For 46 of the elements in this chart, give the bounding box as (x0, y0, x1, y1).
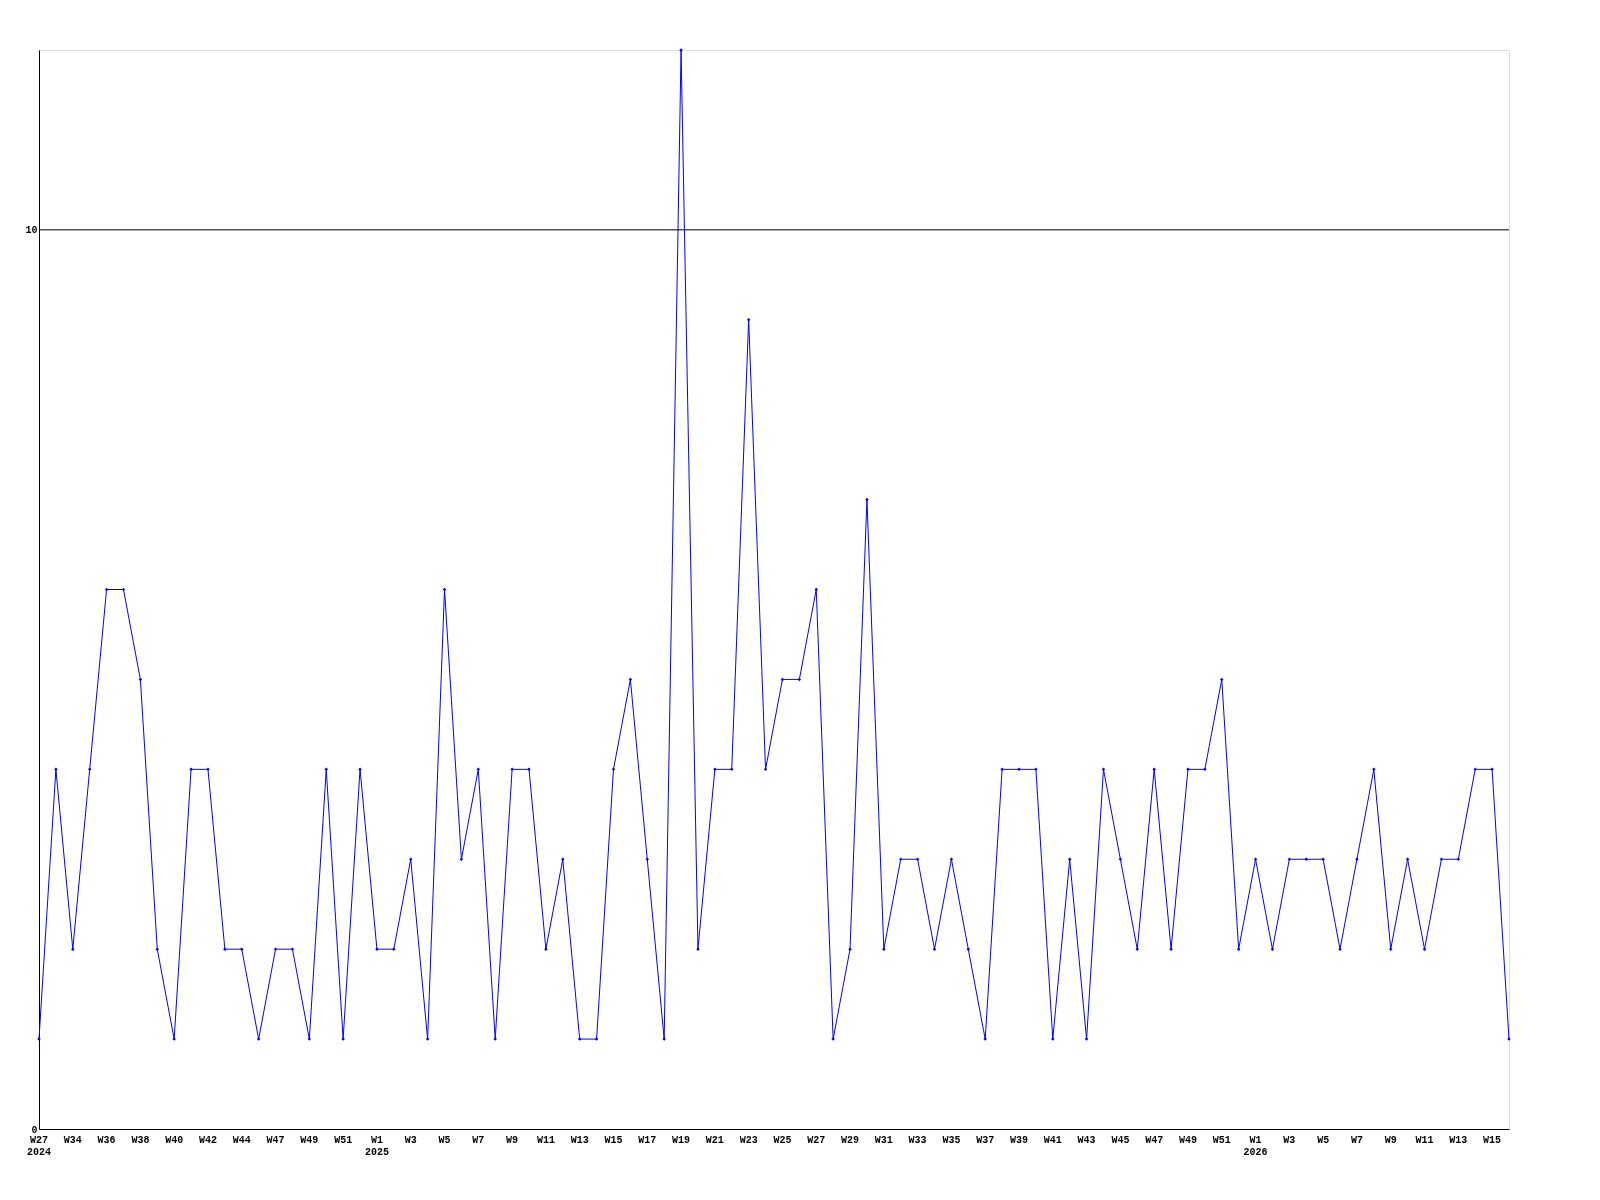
x-tick-label: W33 (908, 1135, 927, 1146)
x-tick-label: W39 (1009, 1135, 1029, 1146)
y-tick-label: 0 (31, 1124, 38, 1136)
x-tick-label: W11 (1415, 1135, 1434, 1146)
x-tick-label: W3 (1283, 1135, 1296, 1146)
x-tick-label: W44 (232, 1135, 251, 1146)
x-tick-label: W29 (841, 1135, 860, 1146)
x-tick-label: W49 (1178, 1135, 1197, 1146)
x-tick-label: W5 (438, 1135, 451, 1146)
x-tick-label: W37 (976, 1135, 995, 1146)
x-tick-label: W49 (300, 1135, 319, 1146)
x-tick-label: W31 (874, 1135, 893, 1146)
x-tick-label: W36 (97, 1135, 116, 1146)
x-tick-label: W45 (1111, 1135, 1130, 1146)
x-tick-label: W1 2026 (1243, 1135, 1268, 1158)
x-tick-label: W15 (604, 1135, 623, 1146)
x-tick-label: W40 (165, 1135, 184, 1146)
x-tick-label: W51 (1212, 1135, 1231, 1146)
x-tick-label: W21 (705, 1135, 724, 1146)
x-tick-label: W7 (1350, 1135, 1363, 1146)
x-tick-label: W27 2024 (26, 1135, 52, 1158)
x-tick-label: W9 (1384, 1135, 1397, 1146)
x-tick-label: W35 (942, 1135, 961, 1146)
x-tick-label: W47 (266, 1135, 285, 1146)
x-tick-label: W11 (536, 1135, 555, 1146)
y-tick-label: 10 (25, 225, 38, 237)
x-tick-label: W43 (1077, 1135, 1096, 1146)
x-tick-label: W41 (1043, 1135, 1062, 1146)
x-tick-label: W23 (739, 1135, 758, 1146)
x-tick-label: W7 (472, 1135, 485, 1146)
x-tick-label: W5 (1317, 1135, 1330, 1146)
x-tick-label: W38 (131, 1135, 150, 1146)
x-tick-label: W13 (1449, 1135, 1468, 1146)
x-tick-label: W19 (672, 1135, 691, 1146)
x-tick-label: W47 (1145, 1135, 1164, 1146)
x-tick-label: W17 (638, 1135, 657, 1146)
x-tick-label: W3 (404, 1135, 417, 1146)
x-tick-label: W9 (506, 1135, 519, 1146)
x-tick-label: W15 (1483, 1135, 1502, 1146)
x-tick-label: W25 (773, 1135, 792, 1146)
x-tick-label: W1 2025 (364, 1135, 389, 1158)
x-tick-label: W42 (198, 1135, 217, 1146)
x-tick-label: W51 (334, 1135, 353, 1146)
x-tick-label: W34 (63, 1135, 82, 1146)
x-tick-label: W13 (570, 1135, 589, 1146)
x-tick-label: W27 (807, 1135, 826, 1146)
